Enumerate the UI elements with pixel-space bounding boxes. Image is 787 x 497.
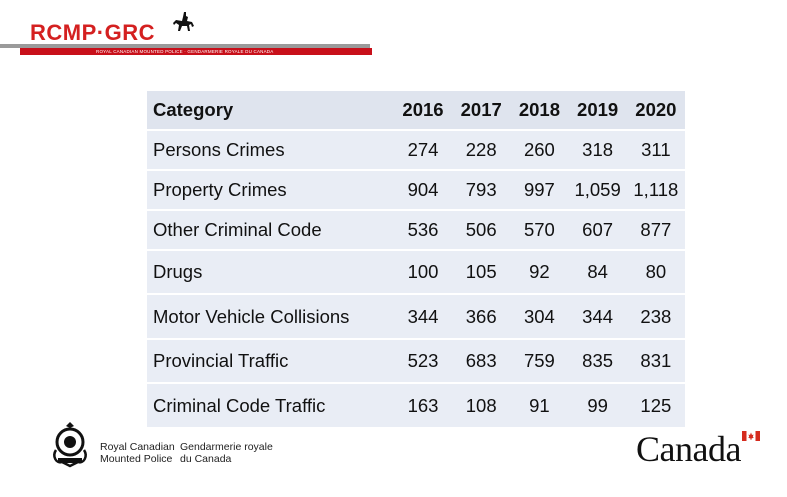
table-row: Criminal Code Traffic 163 108 91 99 125 — [147, 384, 685, 429]
footer-french-line2: du Canada — [180, 453, 232, 465]
footer-english-line2: Mounted Police — [100, 453, 173, 465]
table-header-row: Category 2016 2017 2018 2019 2020 — [147, 91, 685, 131]
cell-value: 506 — [452, 211, 511, 251]
footer-french-line1: Gendarmerie royale — [180, 441, 273, 453]
cell-value: 523 — [393, 340, 453, 384]
row-category: Drugs — [147, 251, 394, 295]
row-category: Persons Crimes — [147, 131, 394, 171]
cell-value: 607 — [568, 211, 627, 251]
column-header-2020: 2020 — [626, 91, 685, 131]
table-row: Motor Vehicle Collisions 344 366 304 344… — [147, 295, 685, 340]
cell-value: 1,059 — [568, 171, 627, 211]
banner-red-stripe — [20, 48, 372, 55]
cell-value: 366 — [452, 295, 511, 340]
cell-value: 92 — [510, 251, 569, 295]
table-row: Persons Crimes 274 228 260 318 311 — [147, 131, 685, 171]
cell-value: 91 — [510, 384, 569, 429]
cell-value: 536 — [393, 211, 453, 251]
column-header-category: Category — [147, 91, 394, 131]
cell-value: 108 — [452, 384, 511, 429]
column-header-2017: 2017 — [452, 91, 511, 131]
row-category: Other Criminal Code — [147, 211, 394, 251]
column-header-2018: 2018 — [510, 91, 569, 131]
table-row: Drugs 100 105 92 84 80 — [147, 251, 685, 295]
cell-value: 793 — [452, 171, 511, 211]
cell-value: 80 — [626, 251, 685, 295]
cell-value: 344 — [393, 295, 453, 340]
crime-statistics-table: Category 2016 2017 2018 2019 2020 Person… — [147, 91, 685, 429]
cell-value: 759 — [510, 340, 569, 384]
cell-value: 318 — [568, 131, 627, 171]
cell-value: 344 — [568, 295, 627, 340]
cell-value: 877 — [626, 211, 685, 251]
rcmp-crest-icon — [53, 422, 87, 468]
canada-wordmark: Canada — [636, 429, 741, 469]
cell-value: 997 — [510, 171, 569, 211]
rcmp-logo-text: RCMP·GRC — [30, 20, 155, 45]
cell-value: 125 — [626, 384, 685, 429]
rcmp-header-banner: RCMP·GRC ROYAL CANADIAN MOUNTED POLICE ·… — [0, 10, 380, 55]
cell-value: 311 — [626, 131, 685, 171]
footer-french-name: Gendarmerie royale du Canada — [180, 441, 273, 465]
cell-value: 274 — [393, 131, 453, 171]
row-category: Property Crimes — [147, 171, 394, 211]
row-category: Motor Vehicle Collisions — [147, 295, 394, 340]
cell-value: 228 — [452, 131, 511, 171]
cell-value: 1,118 — [626, 171, 685, 211]
cell-value: 105 — [452, 251, 511, 295]
mounted-rider-icon — [173, 12, 194, 31]
cell-value: 831 — [626, 340, 685, 384]
cell-value: 100 — [393, 251, 453, 295]
cell-value: 835 — [568, 340, 627, 384]
banner-gray-stripe — [0, 44, 370, 48]
cell-value: 904 — [393, 171, 453, 211]
table-row: Other Criminal Code 536 506 570 607 877 — [147, 211, 685, 251]
cell-value: 99 — [568, 384, 627, 429]
footer-english-name: Royal Canadian Mounted Police — [100, 441, 175, 465]
cell-value: 238 — [626, 295, 685, 340]
cell-value: 683 — [452, 340, 511, 384]
cell-value: 304 — [510, 295, 569, 340]
table-row: Property Crimes 904 793 997 1,059 1,118 — [147, 171, 685, 211]
canada-flag-icon — [742, 431, 760, 441]
row-category: Provincial Traffic — [147, 340, 394, 384]
cell-value: 84 — [568, 251, 627, 295]
column-header-2019: 2019 — [568, 91, 627, 131]
cell-value: 570 — [510, 211, 569, 251]
cell-value: 163 — [393, 384, 453, 429]
table-row: Provincial Traffic 523 683 759 835 831 — [147, 340, 685, 384]
cell-value: 260 — [510, 131, 569, 171]
banner-subtitle: ROYAL CANADIAN MOUNTED POLICE · GENDARME… — [96, 49, 274, 54]
footer-english-line1: Royal Canadian — [100, 441, 175, 453]
row-category: Criminal Code Traffic — [147, 384, 394, 429]
column-header-2016: 2016 — [393, 91, 453, 131]
